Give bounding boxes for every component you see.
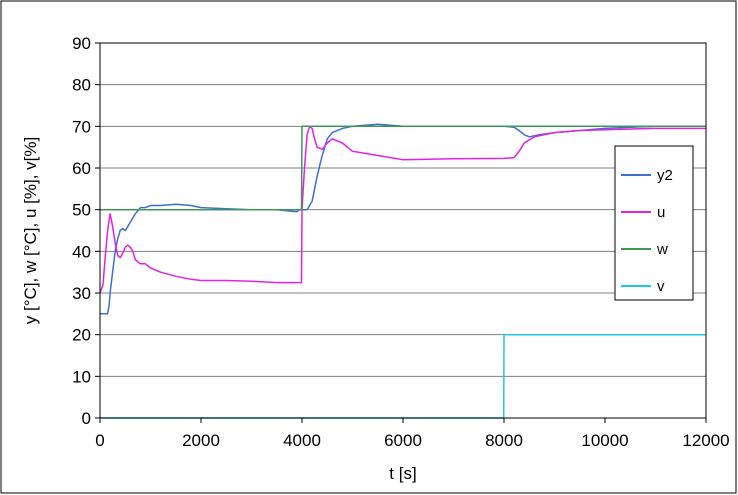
x-tick-label: 8000 [485, 431, 523, 450]
legend: y2 u w v [614, 145, 694, 301]
series-line-w [100, 125, 706, 211]
series-line-u [99, 125, 706, 294]
y-tick-label: 20 [72, 326, 91, 345]
x-axis-title: t [s] [389, 464, 416, 483]
x-tick-label: 12000 [682, 431, 729, 450]
y-tick-label: 70 [72, 117, 91, 136]
legend-label-v: v [657, 278, 665, 295]
y-tick-label: 10 [72, 367, 91, 386]
x-tick-label: 4000 [283, 431, 321, 450]
x-tick-label: 0 [95, 431, 104, 450]
y-axis-title: y [°C], w [°C], u [%], v[%] [21, 137, 40, 324]
y-tick-label: 30 [72, 284, 91, 303]
y-tick-label: 50 [72, 201, 91, 220]
y-tick-label: 60 [72, 159, 91, 178]
y-tick-labels: 0 10 20 30 40 50 60 70 80 90 [72, 34, 91, 428]
x-tick-label: 10000 [581, 431, 628, 450]
legend-box [614, 145, 694, 301]
x-tick-label: 6000 [384, 431, 422, 450]
y-tick-label: 80 [72, 76, 91, 95]
legend-label-y2: y2 [657, 167, 673, 184]
legend-label-w: w [656, 241, 668, 258]
legend-label-u: u [657, 204, 665, 221]
axes [95, 42, 707, 423]
series-line-y2 [100, 123, 706, 315]
y-tick-label: 40 [72, 242, 91, 261]
y-tick-label: 90 [72, 34, 91, 53]
y-tick-label: 0 [82, 409, 91, 428]
x-tick-label: 2000 [182, 431, 220, 450]
x-tick-labels: 0 2000 4000 6000 8000 10000 12000 [95, 431, 729, 450]
